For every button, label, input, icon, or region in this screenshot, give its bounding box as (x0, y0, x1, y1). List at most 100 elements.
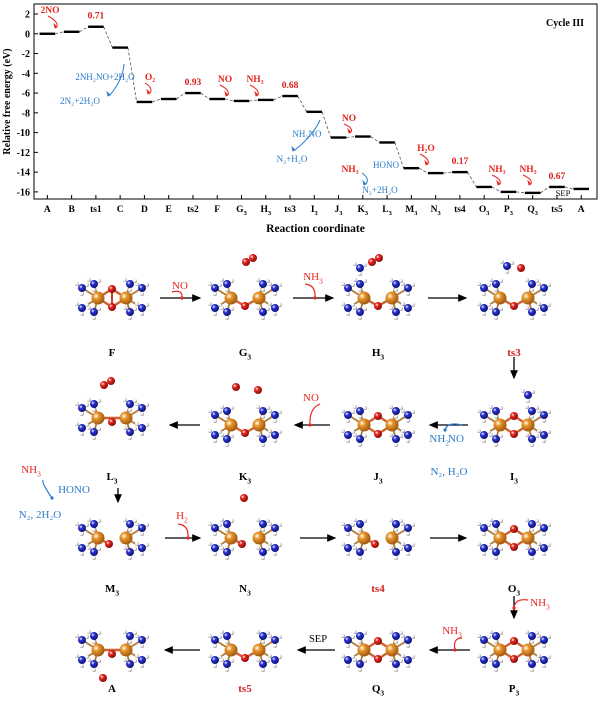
reagent-NH3-4: NH3 (442, 625, 462, 639)
species-NH3-2: NH₃ (341, 165, 358, 175)
x-axis-label: Reaction coordinate (266, 223, 365, 235)
reagent-NH3-1: NH3 (303, 271, 323, 285)
arrow-2NO-head (53, 22, 58, 29)
y-tick-label-1: 0 (25, 29, 30, 40)
barrier-label-0: 0.71 (88, 12, 105, 22)
curl-NH3-4-tip (453, 648, 457, 652)
arrow-HONO (361, 172, 368, 185)
molecule-ts5 (208, 630, 282, 672)
reagent-NH2NO-tail: NO (448, 433, 464, 445)
arrow-NO-2-head (347, 127, 352, 134)
barrier-label-2: 0.68 (282, 81, 299, 91)
connector-19 (491, 186, 501, 193)
connector-17 (443, 171, 453, 174)
molecule-F (75, 278, 149, 320)
reagent-N2H2O: N₂, H₂O (430, 466, 467, 478)
label-I3: I3 (510, 471, 518, 485)
label-Q3: Q3 (372, 683, 385, 697)
species-NH3-4: NH₃ (519, 165, 536, 175)
x-tick-label-2: ts1 (90, 205, 102, 215)
x-tick-label-11: I3 (311, 205, 318, 217)
connector-20 (516, 191, 525, 194)
x-tick-label-20: Q3 (527, 205, 538, 217)
connector-5 (152, 98, 162, 103)
x-tick-label-18: O3 (479, 205, 490, 217)
label-J3: J3 (373, 471, 383, 485)
connector-1 (55, 31, 64, 35)
arrow-NH3-4-head (527, 179, 532, 186)
species-SEP: SEP (556, 188, 571, 198)
arrow-NO-1-head (224, 90, 229, 97)
connector-6 (176, 92, 186, 100)
reagent-NO-1: NO (172, 280, 188, 292)
label-O3: O3 (508, 583, 521, 597)
x-tick-label-17: ts4 (454, 205, 466, 215)
label-M3: M3 (105, 583, 119, 597)
arrow-O2 (144, 82, 152, 94)
molecule-H3 (341, 254, 415, 320)
curl-NH3-3-tip (512, 606, 516, 610)
curl-HONO-tip (50, 496, 54, 500)
y-tick-label-2: -2 (22, 49, 30, 60)
connector-14 (370, 136, 380, 143)
y-tick-label-4: -6 (22, 89, 30, 100)
curl-NH3-4 (453, 637, 463, 651)
molecule-L3 (75, 377, 149, 440)
molecule-G3 (208, 254, 282, 320)
connector-11 (297, 95, 307, 113)
species-NH2NO: NH₂NO (292, 129, 322, 139)
connector-18 (467, 171, 477, 188)
scheme-svg: F G3 H3 ts3 I3 J3 K3 L3 M3 N3 ts4 O3 P3 Q3 ts5 A NO NH3 NO… (19, 254, 551, 697)
curl-NO-2 (309, 403, 321, 426)
species-NO-2: NO (342, 114, 356, 124)
molecule-O3 (477, 518, 551, 560)
reagent-H2O: H2 (176, 510, 188, 524)
connector-9 (249, 99, 259, 102)
x-tick-label-13: K3 (358, 205, 369, 217)
connector-4 (127, 47, 138, 103)
connector-22 (564, 186, 574, 190)
x-tick-label-21: ts5 (551, 205, 563, 215)
x-tick-label-15: M3 (405, 205, 417, 217)
label-ts3: ts3 (507, 347, 521, 359)
y-tick-label-7: -12 (17, 148, 30, 159)
x-tick-label-9: H3 (260, 205, 271, 217)
x-tick-label-3: C (117, 205, 124, 215)
mechanism-scheme: F G3 H3 ts3 I3 J3 K3 L3 M3 N3 ts4 O3 P3 Q3 ts5 A NO NH3 NO… (0, 240, 600, 701)
chart-svg: 2 0 -2 -4 -6 -8 -10 -12 -14 -16 Relative free ener… (2, 3, 598, 235)
curl-H2O (177, 523, 189, 539)
plot-frame (33, 3, 598, 200)
label-ts5: ts5 (238, 683, 252, 695)
arrow-NH3-3-head (496, 179, 501, 186)
species-H2O: H₂O (417, 144, 435, 154)
arrow-NH2NO (294, 119, 321, 151)
connector-15 (394, 142, 404, 169)
molecule-K3 (208, 383, 282, 447)
connector-7 (200, 92, 210, 100)
connector-13 (346, 136, 356, 138)
curl-NH3-3 (513, 599, 529, 609)
molecule-M3 (75, 518, 149, 560)
species-NO-1: NO (218, 75, 232, 85)
x-tick-label-22: A (578, 205, 585, 215)
curl-NH3-1-tip (313, 296, 317, 300)
reagent-NH3-2: NH3 (21, 464, 41, 478)
x-tick-label-4: D (141, 205, 148, 215)
molecule-Q3 (341, 630, 415, 672)
curl-HONO (42, 479, 53, 499)
y-tick-label-8: -14 (17, 168, 30, 179)
curl-NH3-1 (304, 283, 316, 299)
y-axis-label: Relative free energy (eV) (2, 48, 13, 154)
species-2NO: 2NO (41, 6, 60, 16)
y-tick-label-9: -16 (17, 187, 30, 198)
label-G3: G3 (239, 347, 252, 361)
connector-8 (224, 98, 234, 102)
connector-3 (103, 26, 113, 48)
label-H3: H3 (372, 347, 385, 361)
x-tick-label-7: F (214, 205, 220, 215)
arrow-NH3-1 (249, 84, 259, 96)
barrier-label-3: 0.17 (452, 157, 469, 167)
species-HONO: HONO (373, 160, 399, 170)
label-K3: K3 (239, 471, 252, 485)
curl-H2O-tip (186, 536, 190, 540)
